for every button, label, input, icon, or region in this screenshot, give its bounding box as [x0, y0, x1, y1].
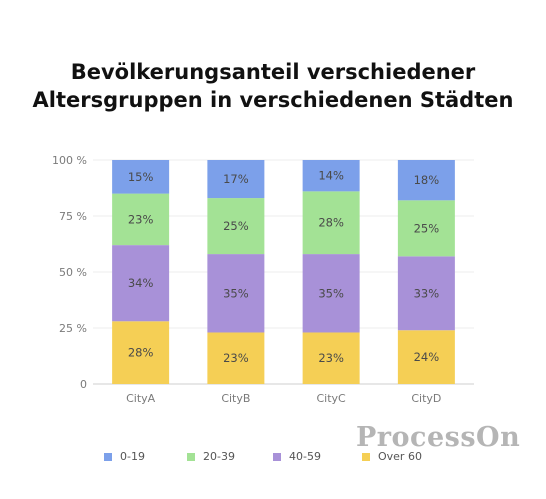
bar-segment [397, 160, 455, 201]
legend-item[interactable]: 40-59 [273, 450, 321, 463]
bar-segment [302, 160, 360, 192]
data-label: 35% [223, 286, 249, 300]
bar-segment [397, 256, 455, 331]
y-tick-label: 75 % [59, 210, 87, 223]
data-label: 15% [128, 170, 154, 184]
data-label: 35% [318, 286, 344, 300]
bar-segment [302, 254, 360, 333]
legend-swatch [104, 452, 112, 461]
bar-segment [112, 245, 170, 322]
y-tick-label: 0 [80, 378, 87, 391]
bar-segment [112, 160, 170, 194]
legend-swatch [187, 452, 195, 461]
chart-title-line-2: Altersgruppen in verschiedenen Städten [32, 88, 514, 112]
data-label: 14% [318, 169, 344, 183]
x-tick-label: CityB [221, 392, 250, 405]
data-label: 17% [223, 172, 249, 186]
y-tick-label: 50 % [59, 266, 87, 279]
data-label: 23% [128, 212, 154, 226]
x-tick-label: CityC [317, 392, 347, 405]
chart-title-line-1: Bevölkerungsanteil verschiedener [70, 60, 476, 84]
legend-item[interactable]: 20-39 [187, 450, 235, 463]
bar-segment [397, 330, 455, 384]
y-tick-label: 100 % [52, 154, 87, 167]
data-label: 25% [414, 221, 440, 235]
bar-segment [207, 254, 265, 333]
data-label: 28% [318, 216, 344, 230]
bar-segment [397, 200, 455, 257]
legend-item[interactable]: 0-19 [104, 450, 145, 463]
bar-segment [112, 321, 170, 384]
data-label: 23% [223, 351, 249, 365]
legend: 0-19 20-39 40-59 Over 60 [0, 450, 546, 468]
x-tick-label: CityA [126, 392, 156, 405]
data-label: 23% [318, 351, 344, 365]
bar-segment [207, 332, 265, 384]
x-tick-label: CityD [411, 392, 441, 405]
legend-label: Over 60 [378, 450, 422, 463]
legend-item[interactable]: Over 60 [362, 450, 422, 463]
bar-segment [207, 160, 265, 199]
bar-segment [302, 332, 360, 384]
legend-swatch [273, 452, 281, 461]
data-label: 18% [414, 173, 440, 187]
data-label: 28% [128, 346, 154, 360]
data-label: 24% [414, 350, 440, 364]
data-label: 33% [414, 286, 440, 300]
data-label: 25% [223, 219, 249, 233]
legend-label: 20-39 [203, 450, 235, 463]
bar-segment [112, 193, 170, 246]
chart-title: Bevölkerungsanteil verschiedener Altersg… [0, 58, 546, 114]
bar-segment [207, 198, 265, 255]
legend-label: 0-19 [120, 450, 145, 463]
watermark: ProcessOn [356, 422, 521, 453]
y-tick-label: 25 % [59, 322, 87, 335]
legend-swatch [362, 452, 370, 461]
bar-segment [302, 191, 360, 255]
legend-label: 40-59 [289, 450, 321, 463]
data-label: 34% [128, 276, 154, 290]
